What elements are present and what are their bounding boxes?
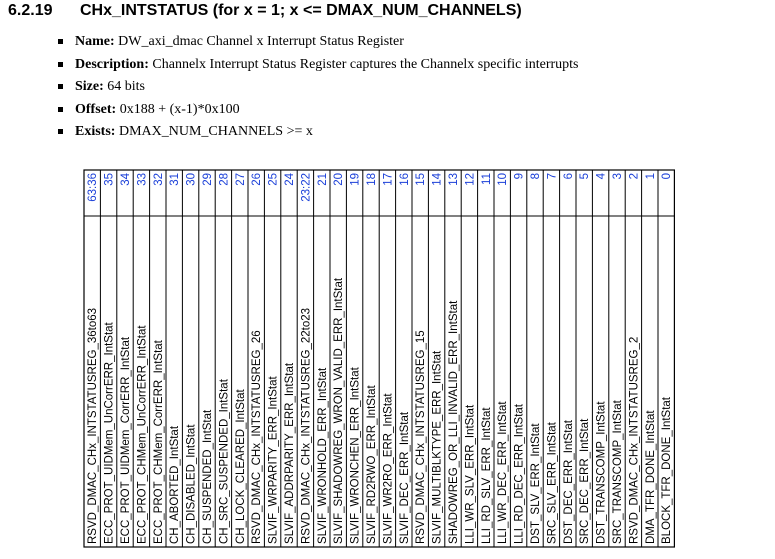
bit-range-label: 8	[530, 173, 542, 179]
bullet-square-icon	[58, 39, 63, 44]
bullet-square-icon	[58, 61, 63, 67]
bit-range-label: 29	[202, 173, 214, 186]
bit-range-label: 20	[333, 173, 345, 186]
bit-range-label: 27	[235, 173, 247, 186]
bit-range-label: 14	[432, 172, 444, 185]
field-name-label: SLVIF_RD2RWO_ERR_IntStat	[366, 384, 378, 544]
bit-range-label: 21	[317, 173, 329, 186]
bit-range-label: 12	[464, 173, 476, 186]
bit-range-label: 31	[169, 173, 181, 186]
property-item: Offset: 0x188 + (x-1)*0x100	[58, 101, 579, 124]
field-name-label: SHADOWREG_OR_LLI_INVALID_ERR_IntStat	[448, 300, 460, 544]
field-name-label: SRC_DEC_ERR_IntStat	[579, 418, 591, 544]
bit-range-label: 0	[661, 173, 673, 179]
bullet-square-icon	[58, 129, 63, 134]
field-name-label: RSVD_DMAC_CHx_INTSTATUSREG_36to63	[87, 308, 99, 544]
field-name-label: RSVD_DMAC_CHx_INTSTATUSREG_22to23	[300, 308, 312, 544]
bit-range-label: 3	[612, 173, 624, 179]
field-name-label: LLI_WR_SLV_ERR_IntStat	[464, 404, 476, 544]
field-name-label: RSVD_DMAC_CHx_INTSTATUSREG_15	[415, 330, 427, 544]
register-properties-list: Name: DW_axi_dmac Channel x Interrupt St…	[58, 33, 579, 146]
field-name-label: DST_TRANSCOMP_IntStat	[596, 401, 608, 544]
bit-range-label: 16	[399, 173, 411, 186]
section-title: CHx_INTSTATUS (for x = 1; x <= DMAX_NUM_…	[80, 2, 522, 19]
bit-range-label: 63:36	[87, 173, 99, 202]
field-name-label: CH_ABORTED_IntStat	[169, 425, 181, 544]
bit-range-label: 24	[284, 172, 296, 185]
field-name-label: CH_SUSPENDED_IntStat	[202, 409, 214, 544]
property-item: Name: DW_axi_dmac Channel x Interrupt St…	[58, 33, 579, 56]
bit-range-label: 2	[628, 173, 640, 179]
bit-range-label: 5	[579, 173, 591, 179]
field-name-label: BLOCK_TFR_DONE_IntStat	[661, 396, 673, 544]
bit-range-label: 23:22	[300, 173, 312, 202]
bit-range-label: 7	[546, 173, 558, 179]
field-name-label: DMA_TFR_DONE_IntStat	[645, 410, 657, 544]
field-name-label: DST_SLV_ERR_IntStat	[530, 423, 542, 544]
bit-range-label: 9	[514, 173, 526, 179]
field-name-label: RSVD_DMAC_CHx_INTSTATUSREG_26	[251, 330, 263, 544]
bit-range-label: 35	[104, 173, 116, 186]
bit-range-label: 30	[186, 173, 198, 186]
bit-range-label: 6	[563, 173, 575, 179]
bit-range-label: 28	[218, 173, 230, 186]
field-name-label: CH_SRC_SUSPENDED_IntStat	[218, 378, 230, 544]
field-name-label: SLVIF_WRONCHEN_ERR_IntStat	[350, 366, 362, 544]
bit-range-label: 34	[120, 172, 132, 185]
field-name-label: SLVIF_DEC_ERR_IntStat	[399, 411, 411, 544]
bit-range-label: 19	[350, 173, 362, 186]
bit-range-label: 10	[497, 173, 509, 186]
bit-range-label: 25	[268, 173, 280, 186]
field-name-label: SLVIF_WRPARITY_ERR_IntStat	[268, 376, 280, 544]
field-name-label: SLVIF_WRONHOLD_ERR_IntStat	[317, 367, 329, 544]
property-item: Size: 64 bits	[58, 78, 579, 101]
bit-range-label: 17	[382, 173, 394, 186]
bit-range-label: 11	[481, 173, 493, 185]
section-number: 6.2.19	[8, 2, 53, 19]
bit-range-label: 26	[251, 173, 263, 186]
field-name-label: SLVIF_ADDRPARITY_ERR_IntStat	[284, 362, 296, 544]
field-name-label: RSVD_DMAC_CHx_INTSTATUSREG_2	[628, 337, 640, 544]
field-name-label: LLI_RD_SLV_ERR_IntStat	[481, 407, 493, 544]
property-item: Description: Channelx Interrupt Status R…	[58, 56, 579, 79]
field-name-label: DST_DEC_ERR_IntStat	[563, 419, 575, 544]
bullet-square-icon	[58, 106, 63, 112]
field-name-label: ECC_PROT_CHMem_CorrERR_IntStat	[153, 339, 165, 544]
bit-range-label: 32	[153, 173, 165, 186]
property-item: Exists: DMAX_NUM_CHANNELS >= x	[58, 123, 579, 146]
field-name-label: ECC_PROT_UIDMem_CorrERR_IntStat	[120, 336, 132, 544]
field-name-label: SLVIF_SHADOWREG_WRON_VALID_ERR_IntStat	[333, 277, 345, 544]
bit-range-label: 13	[448, 173, 460, 186]
field-name-label: CH_DISABLED_IntStat	[186, 424, 198, 544]
bit-range-label: 1	[645, 173, 657, 179]
bit-range-label: 4	[596, 172, 608, 179]
field-name-label: SLVIF_MULTIBLKTYPE_ERR_IntStat	[432, 350, 444, 544]
field-name-label: LLI_RD_DEC_ERR_IntStat	[514, 403, 526, 544]
bit-range-label: 15	[415, 173, 427, 186]
field-name-label: SRC_SLV_ERR_IntStat	[546, 421, 558, 544]
field-name-label: SRC_TRANSCOMP_IntStat	[612, 399, 624, 544]
field-name-label: CH_LOCK_CLEARED_IntStat	[235, 389, 247, 544]
section-heading: 6.2.19 CHx_INTSTATUS (for x = 1; x <= DMA…	[8, 2, 522, 20]
field-name-label: SLVIF_WR2RO_ERR_IntStat	[382, 393, 394, 544]
bit-range-label: 18	[366, 173, 378, 186]
bit-range-label: 33	[136, 173, 148, 186]
bullet-square-icon	[58, 84, 63, 89]
field-name-label: ECC_PROT_CHMem_UnCorrERR_IntStat	[136, 325, 148, 544]
field-name-label: ECC_PROT_UIDMem_UnCorrERR_IntStat	[104, 321, 116, 544]
field-name-label: LLI_WR_DEC_ERR_IntStat	[497, 401, 509, 544]
